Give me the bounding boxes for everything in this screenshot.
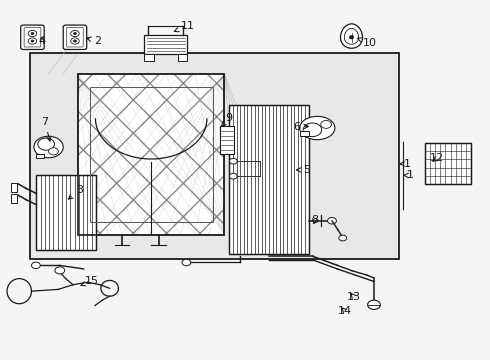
Bar bbox=[11, 183, 17, 192]
Text: 1: 1 bbox=[400, 159, 411, 169]
Bar bbox=[229, 105, 309, 253]
FancyBboxPatch shape bbox=[63, 25, 87, 49]
Bar bbox=[36, 175, 96, 250]
Polygon shape bbox=[341, 24, 363, 48]
Bar bbox=[300, 131, 309, 136]
Text: 6: 6 bbox=[293, 122, 309, 132]
Bar bbox=[78, 74, 224, 234]
Ellipse shape bbox=[49, 148, 58, 155]
Text: 12: 12 bbox=[430, 153, 444, 163]
Bar bbox=[78, 74, 224, 234]
Bar bbox=[425, 143, 471, 184]
Bar bbox=[145, 35, 187, 54]
FancyBboxPatch shape bbox=[21, 25, 44, 49]
Bar bbox=[36, 154, 44, 158]
Text: 7: 7 bbox=[41, 117, 51, 141]
Text: 8: 8 bbox=[311, 215, 318, 225]
Ellipse shape bbox=[303, 123, 322, 136]
Circle shape bbox=[31, 32, 34, 35]
Circle shape bbox=[31, 262, 40, 269]
Bar bbox=[425, 143, 471, 184]
Bar bbox=[145, 54, 154, 61]
Ellipse shape bbox=[300, 116, 335, 140]
Circle shape bbox=[350, 36, 353, 39]
Bar bbox=[90, 87, 213, 222]
Text: 13: 13 bbox=[346, 292, 361, 302]
Circle shape bbox=[71, 30, 79, 37]
Circle shape bbox=[229, 173, 237, 179]
Text: 1: 1 bbox=[404, 170, 414, 180]
Circle shape bbox=[28, 38, 37, 44]
Text: 10: 10 bbox=[357, 38, 377, 48]
Circle shape bbox=[31, 40, 34, 42]
Bar bbox=[30, 53, 399, 259]
Circle shape bbox=[71, 38, 79, 44]
Ellipse shape bbox=[38, 138, 54, 150]
Circle shape bbox=[74, 40, 76, 42]
Bar bbox=[220, 126, 234, 154]
Bar bbox=[11, 194, 17, 203]
Text: 2: 2 bbox=[87, 36, 101, 46]
Circle shape bbox=[28, 30, 37, 37]
Text: 14: 14 bbox=[338, 306, 352, 316]
Circle shape bbox=[74, 32, 76, 35]
Text: 4: 4 bbox=[39, 36, 46, 46]
Bar bbox=[36, 175, 96, 250]
Bar bbox=[78, 74, 224, 234]
Bar bbox=[177, 54, 187, 61]
Text: 15: 15 bbox=[81, 276, 99, 286]
Circle shape bbox=[55, 267, 65, 274]
Circle shape bbox=[328, 217, 336, 224]
Text: 5: 5 bbox=[296, 165, 311, 175]
Ellipse shape bbox=[34, 136, 63, 158]
Circle shape bbox=[368, 300, 380, 310]
Ellipse shape bbox=[321, 121, 331, 129]
Bar bbox=[229, 105, 309, 253]
Text: 3: 3 bbox=[68, 185, 83, 199]
Circle shape bbox=[182, 259, 191, 266]
Text: 11: 11 bbox=[174, 21, 195, 32]
Text: 9: 9 bbox=[220, 113, 233, 127]
Circle shape bbox=[339, 235, 346, 241]
Circle shape bbox=[229, 158, 237, 164]
